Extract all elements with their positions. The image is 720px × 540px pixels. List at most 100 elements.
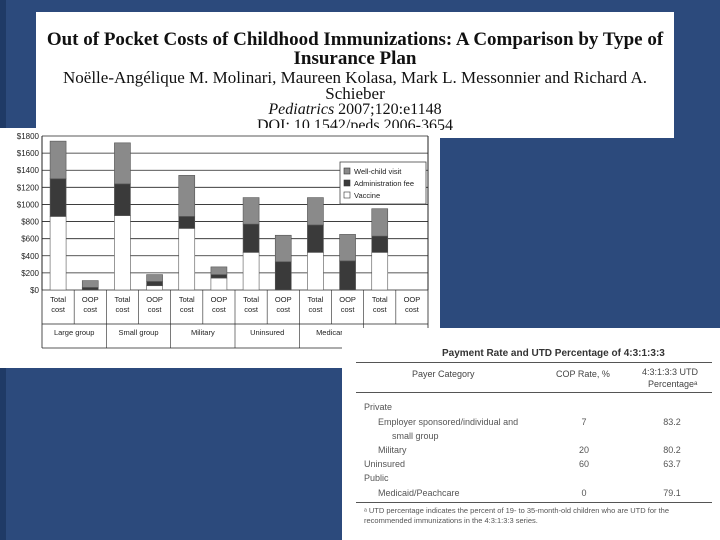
col-header-utd-2: Percentageᵃ (648, 379, 698, 389)
bar-segment-admin (339, 260, 356, 291)
bar-label: cost (244, 305, 259, 314)
bar-segment-wellchild (114, 142, 131, 185)
bar-segment-wellchild (49, 140, 67, 180)
y-tick-label: $600 (21, 235, 39, 244)
y-tick-label: $1000 (17, 200, 40, 209)
bar-label: Total (372, 295, 388, 304)
col-header-utd-1: 4:3:1:3:3 UTD (642, 367, 699, 377)
legend-label: Vaccine (354, 191, 380, 200)
table-cell-utd: 83.2 (663, 417, 681, 427)
bar-segment-admin (307, 224, 324, 253)
bar-segment-admin (210, 274, 228, 279)
paper-title-line1: Out of Pocket Costs of Childhood Immuniz… (46, 29, 664, 50)
table-cell-utd: 63.7 (663, 459, 681, 469)
legend-swatch (343, 167, 351, 175)
bar-segment-wellchild (242, 197, 260, 225)
table-row-label: Medicaid/Peachcare (378, 488, 460, 498)
bar-label: OOP (82, 295, 99, 304)
table-cell-utd: 80.2 (663, 445, 681, 455)
bar-segment-vaccine (114, 215, 131, 291)
y-tick-label: $800 (21, 218, 39, 227)
table-cell-cop: 20 (578, 445, 589, 455)
bar-segment-vaccine (210, 277, 228, 291)
bar-segment-wellchild (339, 234, 356, 262)
bar-label: cost (212, 305, 227, 314)
bar-segment-wellchild (274, 234, 292, 263)
bar-segment-wellchild (178, 175, 196, 217)
table-bottom-rule (356, 502, 712, 503)
table-title: Payment Rate and UTD Percentage of 4:3:1… (442, 348, 665, 359)
table-header-rule (356, 392, 712, 393)
table-row-label: Private (364, 402, 393, 412)
bar-label: cost (148, 305, 163, 314)
bar-label: OOP (146, 295, 163, 304)
bar-segment-admin (274, 261, 292, 291)
bar-label: cost (373, 305, 388, 314)
bar-segment-wellchild (81, 280, 99, 288)
group-label: Small group (118, 328, 158, 337)
bar-segment-vaccine (242, 252, 260, 291)
legend-label: Administration fee (354, 179, 414, 188)
y-tick-label: $400 (21, 252, 39, 261)
table-row-label: Military (378, 445, 407, 455)
citation-box: Out of Pocket Costs of Childhood Immuniz… (36, 12, 674, 138)
table-row-label: small group (392, 431, 439, 441)
table-panel: Payment Rate and UTD Percentage of 4:3:1… (342, 328, 720, 540)
bar-label: Total (114, 295, 130, 304)
group-label: Military (191, 328, 215, 337)
table-cell-cop: 7 (581, 417, 587, 427)
bar-label: Total (243, 295, 259, 304)
y-tick-label: $1600 (17, 149, 40, 158)
table-cell-utd: 79.1 (663, 488, 681, 498)
legend-box (339, 161, 427, 205)
paper-title-line2: Insurance Plan (293, 48, 417, 69)
y-tick-label: $0 (30, 286, 39, 295)
bar-segment-admin (49, 178, 67, 217)
bar-label: cost (180, 305, 195, 314)
table-row-label: Public (364, 473, 389, 483)
bar-label: OOP (339, 295, 356, 304)
bar-label: cost (341, 305, 356, 314)
group-label: Uninsured (250, 328, 284, 337)
journal-ref: 2007;120:e1148 (338, 101, 442, 118)
bar-segment-wellchild (371, 208, 389, 237)
authors-line1: Noëlle-Angélique M. Molinari, Maureen Ko… (63, 68, 647, 87)
table-footnote: ᵃ UTD percentage indicates the percent o… (364, 506, 670, 525)
bar-label: Total (307, 295, 323, 304)
y-tick-label: $200 (21, 269, 39, 278)
bar-segment-vaccine (49, 216, 67, 291)
stacked-bar-chart: $0 $200 $400 $600 $800 $1000 $1200 $1400 $1600 $1… (17, 132, 429, 349)
journal-citation: Pediatrics 2007;120:e1148 (36, 102, 674, 118)
group-label: Medicare (316, 328, 347, 337)
bar-segment-admin (178, 216, 196, 229)
bar-label: OOP (404, 295, 421, 304)
legend-swatch (343, 179, 351, 187)
bar-segment-vaccine (307, 252, 324, 291)
y-tick-label: $1200 (17, 183, 40, 192)
y-tick-label: $1400 (17, 166, 40, 175)
group-label: Large group (54, 328, 94, 337)
bar-label: cost (116, 305, 131, 314)
table-row-label: Employer sponsored/individual and (378, 417, 519, 427)
col-header-cop: COP Rate, % (556, 369, 610, 379)
bar-segment-wellchild (146, 274, 163, 282)
authors-line2: Schieber (325, 84, 385, 103)
table-row-label: Uninsured (364, 459, 406, 469)
table-top-rule (356, 362, 712, 363)
table-cell-cop: 0 (581, 488, 587, 498)
col-header-payer: Payer Category (412, 369, 475, 379)
y-tick-label: $1800 (17, 132, 40, 141)
table-cell-cop: 60 (578, 459, 589, 469)
bar-segment-admin (371, 235, 389, 253)
bar-segment-vaccine (178, 228, 196, 291)
bar-segment-admin (146, 281, 163, 287)
bar-segment-admin (242, 223, 260, 253)
bar-segment-admin (81, 287, 99, 291)
bar-segment-wellchild (307, 197, 324, 226)
bar-label: cost (276, 305, 291, 314)
bar-label: cost (309, 305, 324, 314)
journal-name: Pediatrics (268, 101, 335, 118)
bar-label: OOP (211, 295, 228, 304)
bar-label: cost (83, 305, 98, 314)
bar-segment-vaccine (371, 252, 389, 291)
